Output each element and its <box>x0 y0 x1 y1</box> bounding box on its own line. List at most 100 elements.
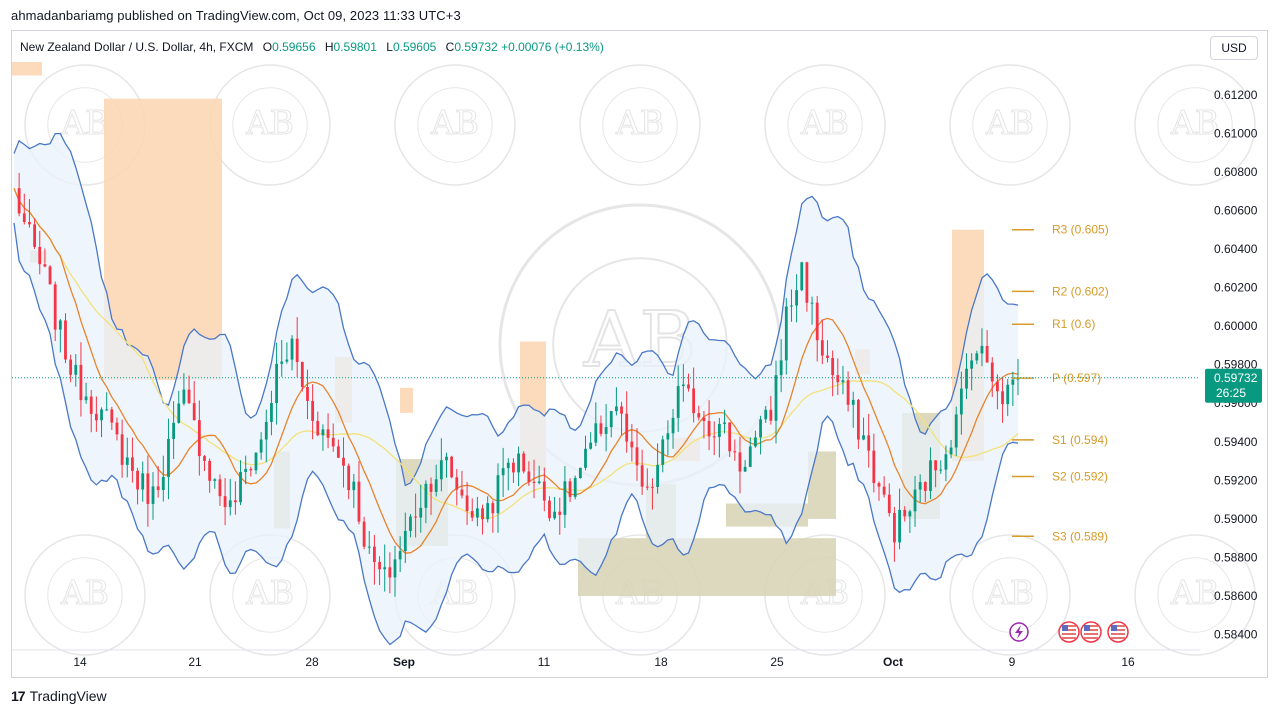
candle-body <box>347 465 351 491</box>
candle-up <box>795 274 799 323</box>
candle-body <box>357 481 361 522</box>
candle-up <box>496 463 500 533</box>
candle-up <box>666 420 670 456</box>
svg-text:AB: AB <box>1170 573 1219 612</box>
candle-down <box>990 357 994 398</box>
candle-body <box>578 467 582 479</box>
candle-body <box>970 360 974 369</box>
candle-up <box>367 531 371 555</box>
candle-down <box>115 417 119 441</box>
candle-down <box>311 384 315 440</box>
candle-down <box>903 506 907 522</box>
candle-body <box>805 262 809 303</box>
candle-up <box>681 364 685 402</box>
candle-down <box>110 406 114 430</box>
candle-down <box>568 478 572 503</box>
candle-body <box>836 375 840 383</box>
candle-up <box>506 458 510 491</box>
candle-down <box>192 381 196 421</box>
candle-body <box>187 389 191 404</box>
candle-up <box>975 350 979 365</box>
svg-text:AB: AB <box>60 103 109 142</box>
candle-body <box>393 559 397 578</box>
candle-down <box>326 413 330 449</box>
candle-down <box>923 481 927 503</box>
close-key: C <box>445 40 455 54</box>
candle-up <box>661 435 665 473</box>
candle-up <box>84 382 88 404</box>
candle-down <box>877 481 881 501</box>
candle-up <box>980 328 984 367</box>
candle-up <box>589 432 593 450</box>
price-axis[interactable]: 0.58400 0.58600 0.58800 0.59000 0.59200 0.594… <box>1214 88 1258 642</box>
candle-body <box>923 482 927 491</box>
candle-down <box>218 474 222 506</box>
candle-up <box>800 261 804 292</box>
candle-body <box>681 384 685 387</box>
candle-down <box>738 436 742 494</box>
candle-body <box>867 435 871 451</box>
candle-body <box>115 422 119 435</box>
candle-up <box>434 464 438 497</box>
candle-body <box>465 495 469 512</box>
price-tick-label: 0.60400 <box>1214 242 1258 256</box>
candle-down <box>599 415 603 437</box>
price-tick-label: 0.58400 <box>1214 628 1258 642</box>
candle-down <box>233 481 237 515</box>
price-tick-label: 0.61200 <box>1214 88 1258 102</box>
candle-up <box>264 409 268 463</box>
symbol-legend[interactable]: New Zealand Dollar / U.S. Dollar, 4h, FX… <box>20 40 604 54</box>
bollinger-fill <box>14 133 1018 645</box>
footer-brand[interactable]: 17 TradingView <box>11 688 107 704</box>
candle-body <box>156 486 160 490</box>
candle-down <box>450 455 454 479</box>
candle-body <box>203 456 206 461</box>
candle-body <box>949 447 953 455</box>
candle-up <box>939 460 943 474</box>
candle-down <box>33 218 36 249</box>
candle-body <box>810 302 814 304</box>
candle-body <box>439 460 443 480</box>
candle-down <box>805 261 809 312</box>
pivot-label: S1 (0.594) <box>1052 433 1108 447</box>
currency-button[interactable]: USD <box>1210 36 1258 60</box>
candle-down <box>136 467 139 505</box>
candle-up <box>383 544 387 592</box>
svg-text:AB: AB <box>1170 103 1219 142</box>
candle-up <box>790 289 793 322</box>
candle-down <box>53 281 57 342</box>
candle-up <box>501 447 505 498</box>
candle-down <box>249 466 253 477</box>
candle-body <box>820 340 824 356</box>
candle-layer <box>17 172 1020 597</box>
candle-body <box>954 414 958 448</box>
svg-text:AB: AB <box>800 103 849 142</box>
candle-body <box>79 364 83 401</box>
candle-body <box>584 448 587 468</box>
price-tick-label: 0.59000 <box>1214 512 1258 526</box>
candle-up <box>908 509 912 533</box>
candle-up <box>177 390 181 424</box>
candle-body <box>542 481 546 501</box>
candle-body <box>965 368 968 389</box>
candle-down <box>357 461 361 525</box>
candle-down <box>820 319 824 365</box>
candle-down <box>197 400 201 476</box>
time-axis[interactable]: 14 21 28 Sep 11 18 25 Oct 9 16 <box>12 649 1200 669</box>
candle-body <box>264 421 268 440</box>
pivot-label: S3 (0.589) <box>1052 529 1108 543</box>
academy-watermark-icon: AB <box>764 64 886 186</box>
candle-body <box>548 500 551 519</box>
candle-up <box>182 373 186 406</box>
lightning-event-icon <box>1009 622 1029 642</box>
candle-body <box>22 213 26 222</box>
candle-up <box>810 296 814 325</box>
candle-down <box>48 265 52 285</box>
candle-up <box>841 365 845 395</box>
candle-body <box>934 460 938 471</box>
candle-up <box>161 455 165 502</box>
candle-down <box>527 461 531 486</box>
candle-down <box>702 410 706 439</box>
published-line: ahmadanbariamg published on TradingView.… <box>11 8 461 23</box>
